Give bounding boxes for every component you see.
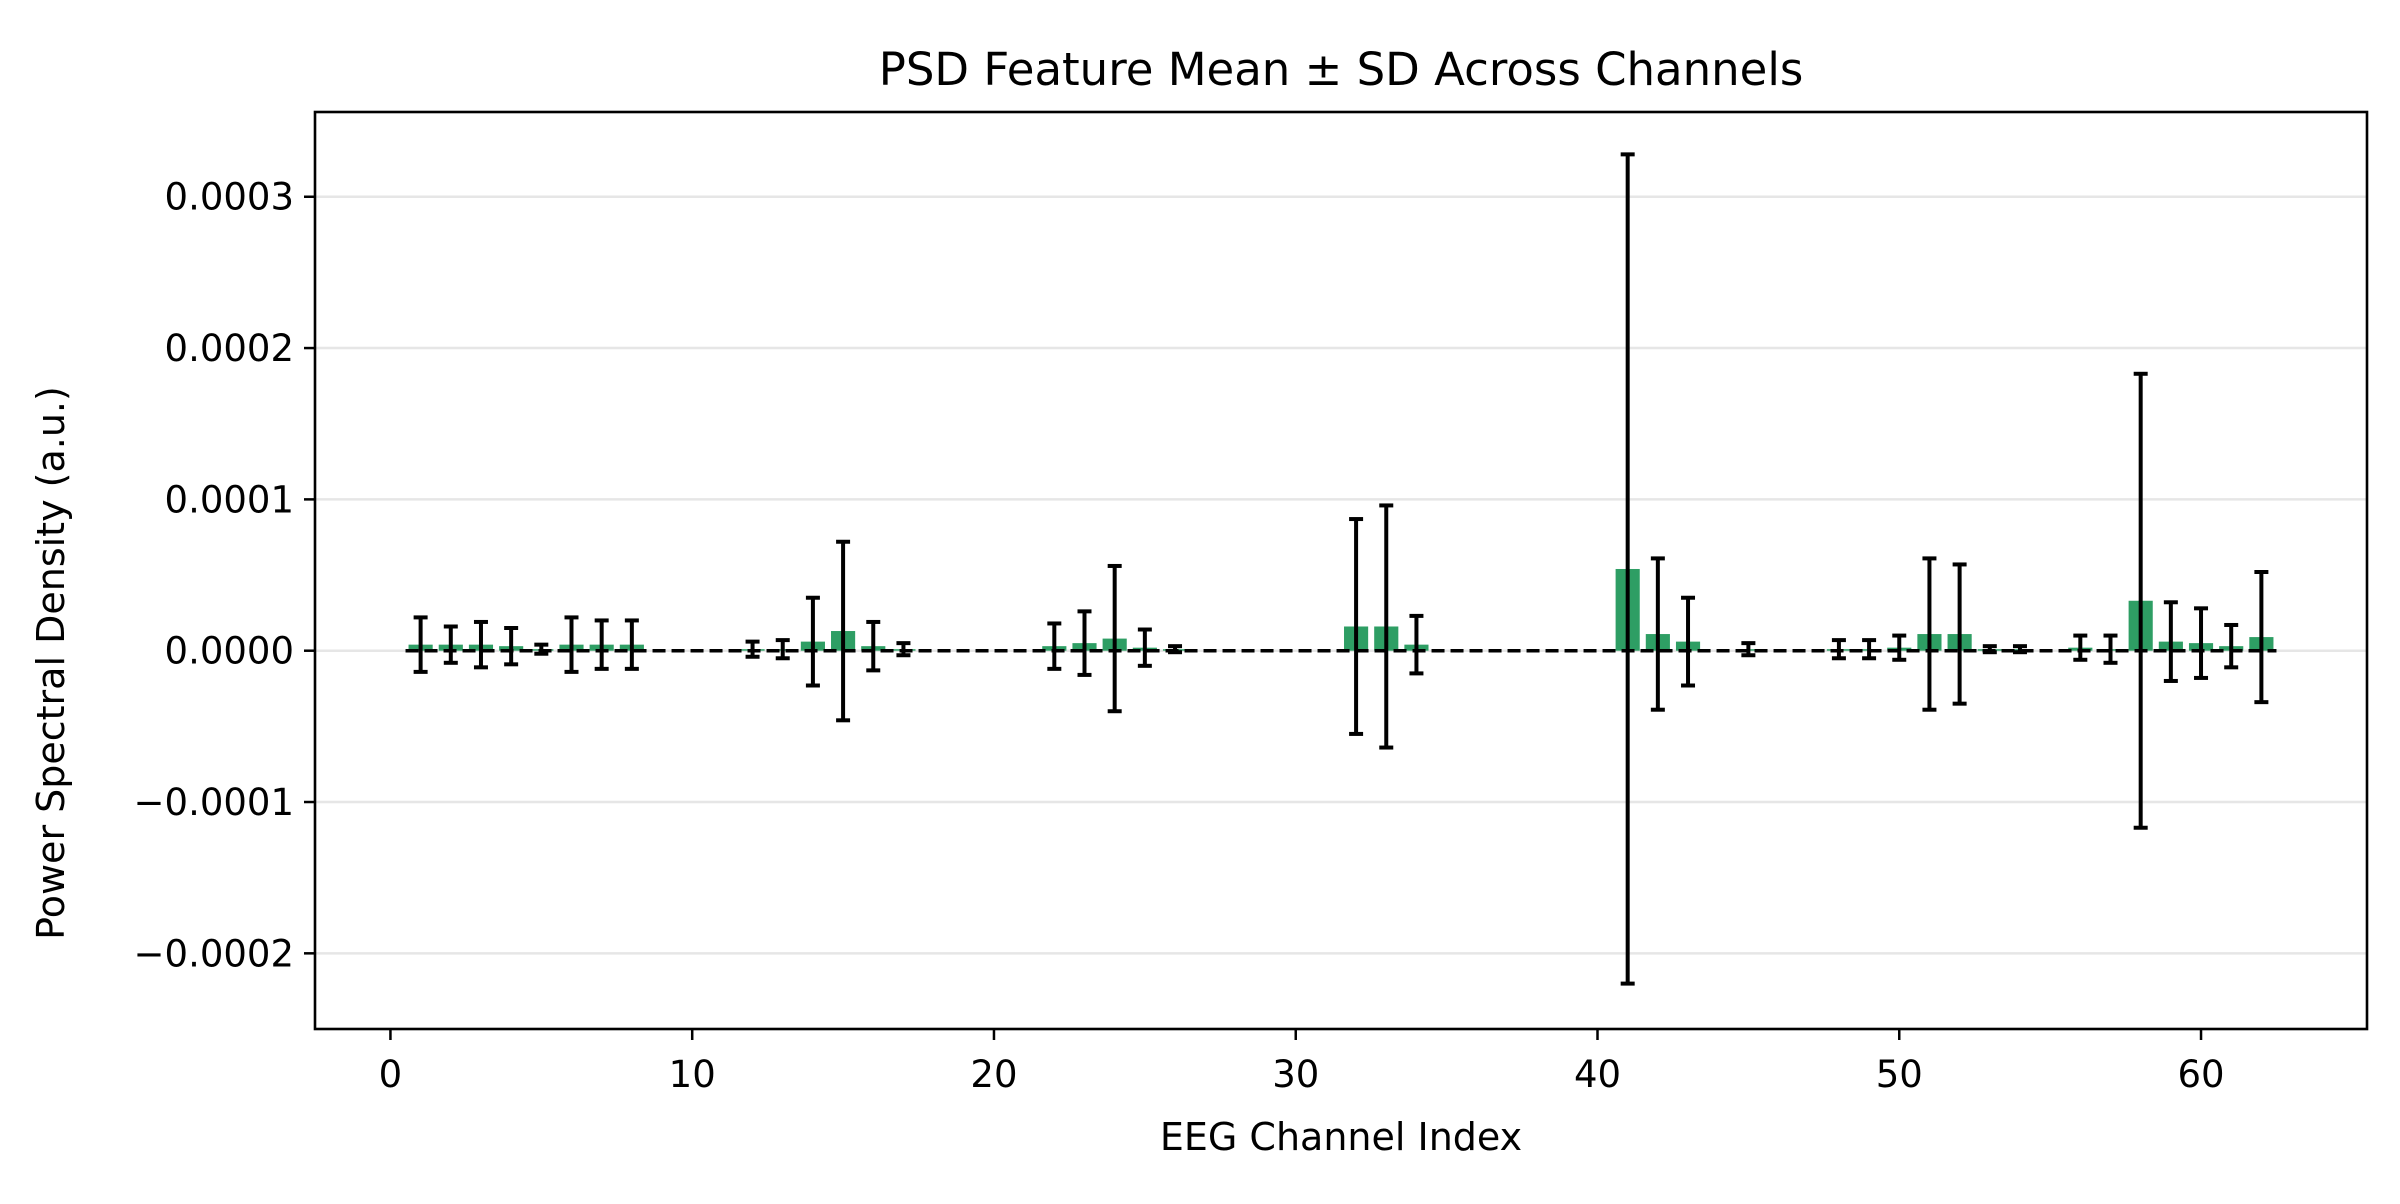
error-bar-channel-26	[1168, 644, 1183, 655]
error-bar-channel-41	[1620, 152, 1635, 986]
error-bar-channel-25	[1137, 627, 1152, 668]
error-bar-channel-16	[866, 619, 881, 673]
y-tick-label: 0.0002	[165, 327, 294, 370]
chart-title: PSD Feature Mean ± SD Across Channels	[879, 43, 1804, 96]
error-bar-channel-8	[624, 618, 639, 671]
error-bar-channel-52	[1952, 562, 1967, 706]
error-bar-channel-58	[2133, 371, 2148, 830]
error-bar-channel-23	[1077, 609, 1092, 677]
error-bar-channel-13	[775, 638, 790, 661]
plot-frame	[313, 110, 2369, 1031]
error-bar-channel-32	[1349, 517, 1364, 736]
error-bar-channel-51	[1922, 556, 1937, 712]
error-bar-channel-22	[1047, 621, 1062, 671]
x-tick-label: 20	[970, 1053, 1017, 1096]
error-bar-channel-62	[2254, 570, 2269, 705]
error-bar-channel-60	[2194, 606, 2209, 680]
y-tick-label: −0.0002	[134, 932, 294, 975]
x-tick-label: 40	[1574, 1053, 1621, 1096]
error-bar-channel-4	[504, 626, 519, 667]
error-bar-channel-42	[1650, 556, 1665, 712]
x-tick-label: 30	[1272, 1053, 1319, 1096]
error-bar-channel-6	[564, 615, 579, 674]
error-bar-channel-49	[1862, 638, 1877, 661]
error-bar-channel-54	[2012, 644, 2027, 655]
x-axis-ticks: 0 10 20 30 40 50 60	[379, 1029, 2225, 1096]
x-tick-label: 0	[379, 1053, 403, 1096]
error-bar-channel-48	[1831, 638, 1846, 661]
error-bar-channel-17	[896, 641, 911, 658]
error-bar-channel-14	[805, 595, 820, 688]
x-tick-label: 50	[1876, 1053, 1923, 1096]
y-axis-label: Power Spectral Density (a.u.)	[29, 386, 73, 940]
error-bar-channel-7	[594, 618, 609, 671]
y-tick-label: 0.0000	[165, 630, 294, 673]
error-bar-channel-43	[1681, 595, 1696, 688]
error-bar-channel-57	[2103, 633, 2118, 665]
error-bar-series	[413, 152, 2269, 986]
error-bar-channel-61	[2224, 622, 2239, 670]
error-bar-channel-2	[443, 624, 458, 665]
y-tick-label: 0.0001	[165, 478, 294, 521]
error-bar-channel-34	[1409, 613, 1424, 676]
error-bar-channel-3	[473, 619, 488, 670]
error-bar-channel-33	[1379, 503, 1394, 750]
x-axis-label: EEG Channel Index	[1160, 1115, 1522, 1159]
y-tick-label: 0.0003	[165, 176, 294, 219]
x-tick-label: 60	[2177, 1053, 2224, 1096]
x-tick-label: 10	[669, 1053, 716, 1096]
y-tick-label: −0.0001	[134, 781, 294, 824]
error-bar-channel-1	[413, 615, 428, 674]
error-bar-channel-5	[534, 642, 549, 656]
y-axis-ticks: −0.0002 −0.0001 0.0000 0.0001 0.0002 0.0003	[134, 176, 315, 975]
error-bar-channel-50	[1892, 633, 1907, 662]
error-bar-channel-12	[745, 639, 760, 659]
error-bar-channel-24	[1107, 563, 1122, 714]
error-bar-channel-59	[2163, 600, 2178, 683]
error-bar-channel-53	[1982, 644, 1997, 655]
error-bar-channel-15	[836, 539, 851, 723]
error-bar-channel-56	[2073, 633, 2088, 662]
error-bar-channel-45	[1741, 641, 1756, 658]
